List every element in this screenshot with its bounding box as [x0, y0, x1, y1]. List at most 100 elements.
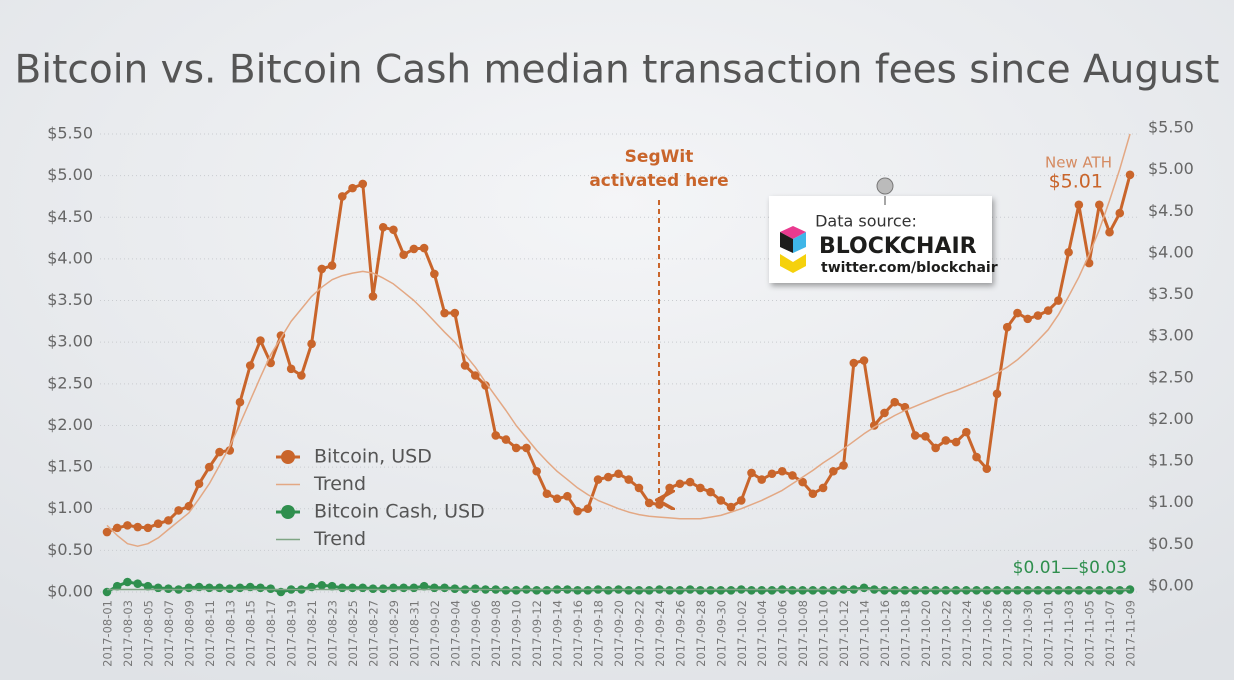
y2-tick-label: $1.50 [1148, 451, 1194, 470]
data-point [992, 389, 1002, 399]
data-point [890, 586, 900, 595]
x-tick-label: 2017-08-19 [285, 600, 299, 667]
x-tick-label: 2017-08-09 [182, 600, 196, 667]
x-tick-label: 2017-11-03 [1062, 600, 1076, 667]
data-point [481, 381, 490, 390]
x-tick-label: 2017-08-15 [244, 600, 258, 667]
data-point [1125, 170, 1135, 180]
data-point [1115, 208, 1125, 218]
x-tick-label: 2017-10-28 [1001, 600, 1015, 667]
data-point [256, 336, 265, 345]
x-tick-label: 2017-10-10 [817, 600, 831, 667]
data-point [450, 308, 460, 318]
y-tick-label: $3.50 [47, 290, 93, 309]
ath-note: New ATH [1045, 154, 1112, 172]
data-point [859, 356, 869, 365]
data-point [706, 586, 715, 595]
x-tick-label: 2017-10-20 [919, 600, 933, 667]
data-point [726, 502, 736, 512]
data-point [368, 292, 378, 301]
x-tick-label: 2017-09-22 [632, 600, 646, 667]
data-point [143, 581, 153, 591]
data-point [399, 250, 408, 260]
data-point [153, 519, 163, 529]
data-point [266, 584, 275, 593]
data-point [215, 447, 224, 457]
data-point [409, 583, 419, 593]
data-point [921, 586, 930, 595]
data-point [164, 516, 173, 525]
data-point [726, 586, 736, 595]
data-point [563, 491, 572, 501]
data-point [1043, 586, 1053, 595]
y-tick-label: $2.50 [47, 373, 93, 392]
data-point [470, 584, 480, 593]
data-point [747, 586, 756, 595]
source-handle: twitter.com/blockchair [821, 260, 998, 276]
data-point [1013, 308, 1022, 318]
data-point [614, 469, 623, 479]
data-point [430, 583, 439, 593]
x-tick-label: 2017-10-26 [980, 600, 994, 667]
logo [780, 254, 806, 273]
data-point [501, 586, 511, 595]
x-tick-label: 2017-09-02 [428, 600, 442, 667]
data-point [910, 431, 920, 440]
data-point [634, 586, 644, 595]
data-point [665, 586, 674, 595]
data-point [102, 527, 112, 537]
chart-title: Bitcoin vs. Bitcoin Cash median transact… [15, 48, 1220, 93]
data-point [235, 583, 245, 593]
data-point [706, 487, 715, 497]
data-point [1074, 586, 1084, 595]
x-tick-label: 2017-11-07 [1103, 600, 1117, 667]
data-point [1013, 586, 1022, 595]
data-point [859, 583, 869, 593]
y-tick-label: $2.00 [47, 415, 93, 434]
logo [780, 226, 806, 239]
x-tick-label: 2017-10-16 [878, 600, 892, 667]
y2-tick-label: $2.50 [1148, 367, 1194, 386]
data-point [747, 468, 756, 478]
data-point [573, 506, 582, 516]
data-point [317, 581, 327, 590]
data-point [982, 586, 992, 595]
data-point [675, 479, 685, 489]
data-point [767, 586, 777, 595]
data-point [829, 466, 838, 476]
data-point [164, 584, 173, 593]
y-tick-label: $0.00 [47, 582, 93, 601]
data-point [460, 361, 470, 370]
x-tick-label: 2017-08-05 [141, 600, 155, 667]
data-point [972, 586, 981, 595]
x-tick-label: 2017-08-23 [326, 600, 340, 667]
data-point [624, 586, 634, 595]
data-point [808, 586, 818, 595]
data-point [1084, 586, 1094, 595]
data-point [788, 471, 797, 480]
x-tick-label: 2017-09-24 [653, 600, 667, 667]
data-point [123, 521, 132, 530]
data-point [245, 361, 255, 370]
source-card [769, 196, 992, 283]
data-point [675, 586, 685, 595]
data-point [297, 371, 306, 380]
data-point [501, 435, 511, 444]
data-point [368, 584, 378, 593]
data-point [962, 427, 971, 437]
data-point [900, 586, 910, 595]
x-tick-label: 2017-09-14 [551, 600, 565, 667]
data-point [808, 489, 818, 499]
data-point [1054, 296, 1063, 305]
data-point [378, 222, 388, 232]
data-point [511, 443, 521, 453]
data-point [1105, 227, 1114, 237]
x-tick-label: 2017-10-18 [898, 600, 912, 667]
y2-tick-label: $4.50 [1148, 201, 1194, 220]
y2-tick-label: $3.50 [1148, 284, 1194, 303]
source-name: BLOCKCHAIR [819, 234, 977, 259]
x-tick-label: 2017-08-21 [305, 600, 319, 667]
data-point [1064, 586, 1073, 595]
data-point [880, 586, 889, 595]
x-tick-label: 2017-08-11 [203, 600, 217, 667]
